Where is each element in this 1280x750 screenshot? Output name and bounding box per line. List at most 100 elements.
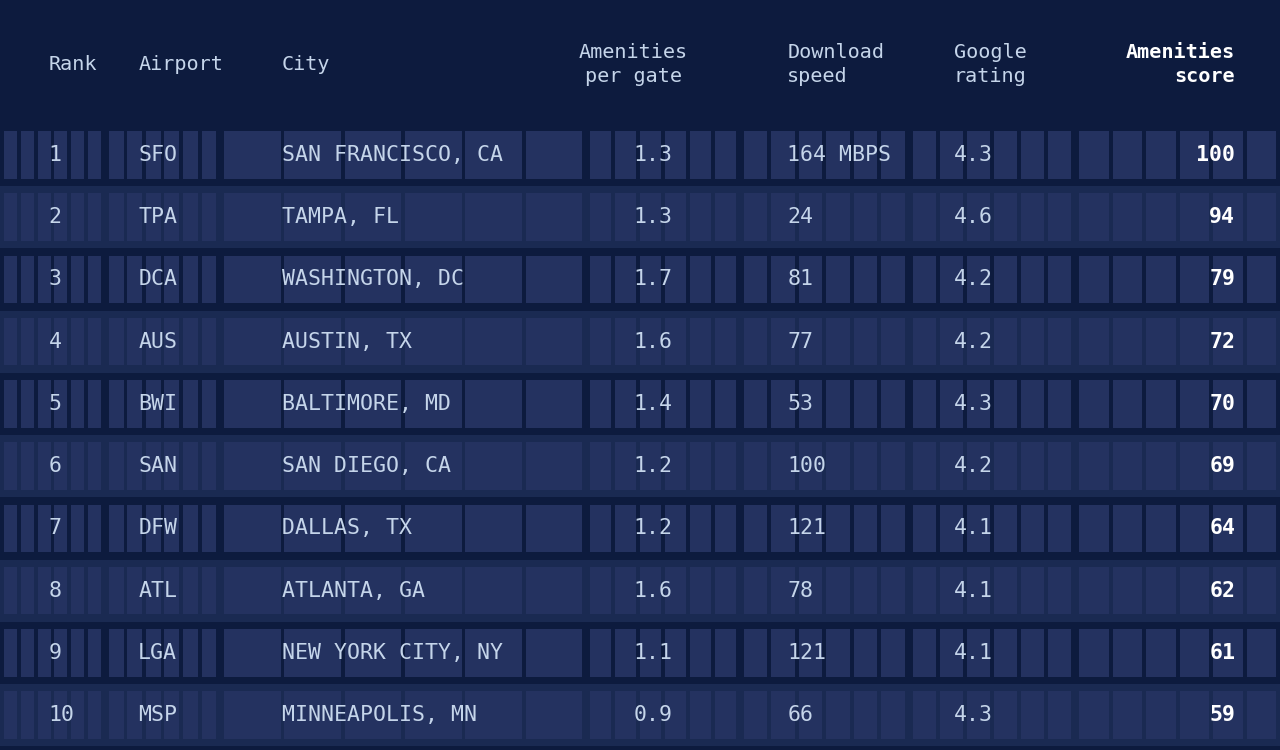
Bar (466, 692, 522, 739)
Bar (224, 505, 280, 552)
Bar (714, 131, 736, 178)
Bar (1146, 318, 1176, 365)
Text: 4.1: 4.1 (954, 580, 992, 601)
Bar (666, 131, 686, 178)
Bar (146, 318, 161, 365)
Bar (1180, 692, 1210, 739)
Bar (640, 380, 660, 427)
Bar (827, 629, 850, 676)
Bar (109, 256, 124, 303)
Bar (993, 692, 1018, 739)
Bar (466, 131, 522, 178)
Bar (690, 131, 710, 178)
Bar (526, 194, 582, 241)
Text: 1.4: 1.4 (634, 394, 672, 414)
Bar (799, 194, 823, 241)
Text: AUSTIN, TX: AUSTIN, TX (282, 332, 412, 352)
Bar (993, 194, 1018, 241)
Bar (466, 505, 522, 552)
Bar (1146, 629, 1176, 676)
Bar (854, 692, 877, 739)
Bar (109, 442, 124, 490)
Bar (201, 505, 216, 552)
Bar (165, 256, 179, 303)
Bar (466, 256, 522, 303)
Bar (1112, 567, 1142, 614)
Bar (827, 505, 850, 552)
Bar (1112, 380, 1142, 427)
Bar (466, 318, 522, 365)
Text: NEW YORK CITY, NY: NEW YORK CITY, NY (282, 643, 503, 663)
Bar (0, 560, 1280, 622)
Bar (799, 256, 823, 303)
Bar (37, 380, 51, 427)
Text: Download
speed: Download speed (787, 43, 884, 86)
Bar (799, 131, 823, 178)
Bar (881, 194, 905, 241)
Bar (0, 622, 1280, 684)
Bar (526, 505, 582, 552)
Bar (404, 194, 462, 241)
Text: 64: 64 (1210, 518, 1235, 538)
Bar (799, 318, 823, 365)
Bar (344, 692, 402, 739)
Bar (714, 692, 736, 739)
Bar (1247, 629, 1276, 676)
Bar (109, 194, 124, 241)
Bar (183, 194, 197, 241)
Bar (590, 505, 612, 552)
Bar (404, 318, 462, 365)
Bar (640, 629, 660, 676)
Bar (88, 505, 101, 552)
Bar (881, 131, 905, 178)
Text: 61: 61 (1210, 643, 1235, 663)
Bar (854, 131, 877, 178)
Bar (128, 194, 142, 241)
Bar (616, 380, 636, 427)
Bar (1048, 194, 1071, 241)
Bar (590, 629, 612, 676)
Text: TAMPA, FL: TAMPA, FL (282, 207, 398, 227)
Bar (744, 692, 767, 739)
Bar (404, 505, 462, 552)
Bar (881, 318, 905, 365)
Bar (201, 692, 216, 739)
Text: 4.2: 4.2 (954, 269, 992, 290)
Bar (1247, 131, 1276, 178)
Bar (55, 567, 68, 614)
Text: 4.2: 4.2 (954, 332, 992, 352)
Bar (20, 318, 33, 365)
Text: 0.9: 0.9 (634, 705, 672, 725)
Bar (201, 318, 216, 365)
Bar (1146, 442, 1176, 490)
Bar (72, 256, 84, 303)
Text: 1.7: 1.7 (634, 269, 672, 290)
Bar (1112, 442, 1142, 490)
Bar (72, 194, 84, 241)
Bar (88, 567, 101, 614)
Bar (1048, 318, 1071, 365)
Bar (1079, 629, 1108, 676)
Bar (616, 692, 636, 739)
Bar (1180, 131, 1210, 178)
Bar (109, 380, 124, 427)
Bar (640, 567, 660, 614)
Bar (526, 629, 582, 676)
Text: 7: 7 (49, 518, 61, 538)
Bar (799, 505, 823, 552)
Bar (146, 629, 161, 676)
Bar (1048, 629, 1071, 676)
Bar (966, 380, 991, 427)
Bar (404, 131, 462, 178)
Bar (666, 692, 686, 739)
Bar (744, 194, 767, 241)
Bar (55, 131, 68, 178)
Bar (20, 629, 33, 676)
Bar (284, 629, 340, 676)
Text: DALLAS, TX: DALLAS, TX (282, 518, 412, 538)
Bar (224, 629, 280, 676)
Bar (109, 692, 124, 739)
Bar (913, 567, 936, 614)
Bar (344, 380, 402, 427)
Bar (640, 256, 660, 303)
